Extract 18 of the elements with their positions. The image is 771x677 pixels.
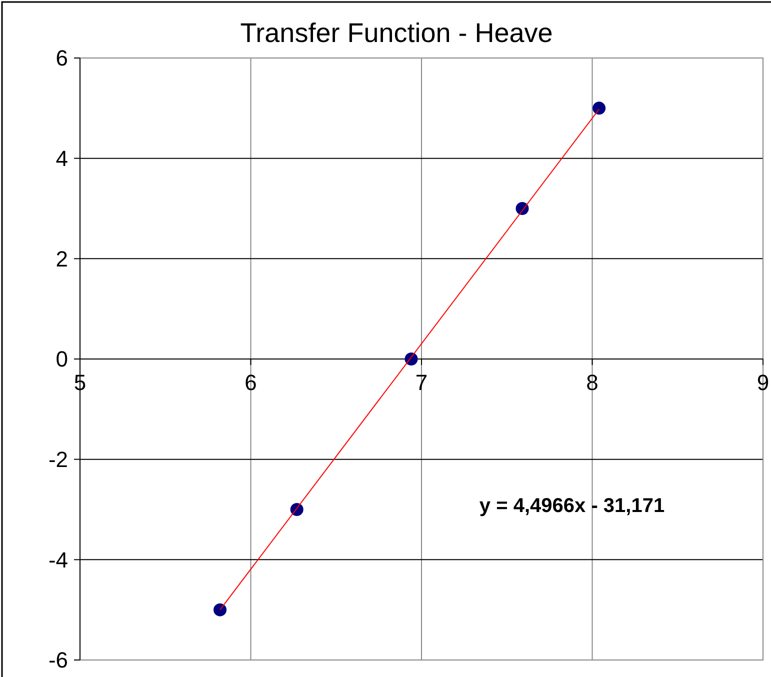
point — [214, 603, 227, 616]
x-tick-label: 7 — [415, 370, 428, 395]
x-tick-label: 9 — [756, 370, 770, 395]
y-tick-label: -6 — [48, 648, 68, 673]
x-tick-label: 6 — [244, 370, 257, 395]
point — [290, 503, 304, 516]
y-tick-label: 2 — [56, 246, 68, 272]
y-tick-label: -4 — [48, 547, 68, 572]
y-tick-label: 0 — [56, 346, 68, 372]
y-tick-label: -2 — [48, 447, 68, 472]
point — [516, 202, 529, 215]
annotation: y = 4,4966x - 31,171 — [479, 495, 665, 517]
y-tick-label: 4 — [56, 146, 68, 172]
x-tick-label: 8 — [586, 370, 598, 395]
chart-title: Transfer Function - Heave — [240, 18, 553, 48]
point — [592, 102, 606, 115]
y-tick-label: 6 — [56, 46, 68, 71]
point — [404, 352, 418, 366]
